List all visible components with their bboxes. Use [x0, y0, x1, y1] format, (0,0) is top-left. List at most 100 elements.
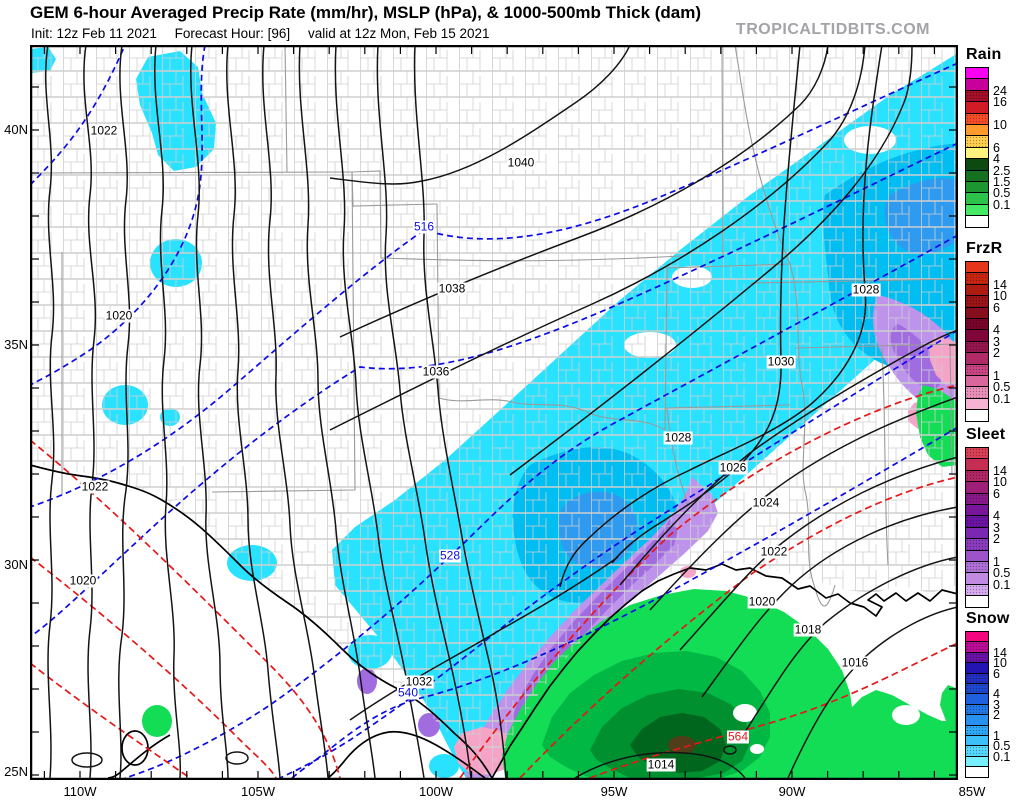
legend-cell	[966, 79, 988, 91]
legend-label: 0.1	[993, 197, 1011, 212]
forecast-hour: Forecast Hour: [96]	[174, 26, 291, 41]
forecast-map: 1022 1020 1022 1020 1040 1038 1036 1028 1030 1028…	[30, 45, 958, 780]
legend-cell	[966, 341, 988, 354]
legend-colorbar: 14 10 6 4 3 2 1 0.5 0.1	[965, 447, 1010, 609]
legend-label: 1.5	[993, 175, 1011, 189]
legend-cell	[966, 550, 988, 562]
legend-cell	[966, 459, 988, 471]
legend-cell	[966, 136, 988, 148]
legend-cell	[966, 652, 988, 664]
legend-label: 0.1	[993, 577, 1011, 592]
legend-colorbar: 24 16 10 6 4 2.5 1.5 0.5 0.1	[965, 67, 1010, 229]
lon-label-95W: 95W	[600, 784, 628, 799]
legend-cell	[966, 632, 988, 643]
thickness-contours-cold	[30, 45, 958, 779]
legend-sleet: Sleet 14 10 6 4 3 2 1 0.5 0.1	[965, 426, 1023, 609]
legend-cell	[966, 735, 988, 747]
lat-label-35N: 35N	[4, 337, 28, 352]
legend-cell	[966, 504, 988, 517]
legend-cell	[966, 756, 988, 768]
legend-cell	[966, 725, 988, 736]
valid-time: valid at 12z Mon, Feb 15 2021	[307, 26, 490, 41]
legend-cell	[966, 330, 988, 342]
legend-cell	[966, 642, 988, 653]
legend-cell	[966, 493, 988, 505]
legend-label: 2	[993, 346, 1000, 361]
legend-cell	[966, 448, 988, 460]
legend-cell	[966, 113, 988, 125]
legend-label: 0.1	[993, 749, 1011, 764]
legend-label: 3	[993, 334, 1000, 349]
legend-label: 0.5	[993, 739, 1011, 754]
legend-snow: Snow 14 10 6 4 3 2 1 0.5 0.1	[965, 610, 1023, 779]
lon-label-90W: 90W	[778, 784, 806, 799]
legend-cell	[966, 124, 988, 137]
legend-cell	[966, 90, 988, 103]
legend-cell	[966, 387, 988, 399]
lat-label-40N: 40N	[4, 122, 28, 137]
legend-label: 14	[993, 645, 1007, 660]
legend-cell	[966, 170, 988, 182]
legend-cell	[966, 159, 988, 171]
lon-label-100W: 100W	[419, 784, 453, 799]
legend-label: 10	[993, 475, 1007, 490]
legend-cell	[966, 539, 988, 551]
legend-label: 1	[993, 555, 1000, 569]
legend-cell	[966, 482, 988, 494]
map-subtitle: Init: 12z Feb 11 2021 Forecast Hour: [96…	[31, 26, 504, 41]
legend-cell	[966, 364, 988, 376]
legend-label: 1	[993, 369, 1000, 383]
legend-cell	[966, 596, 988, 608]
lon-label-105W: 105W	[241, 784, 275, 799]
legend-cell	[966, 284, 988, 297]
map-title: GEM 6-hour Averaged Precip Rate (mm/hr),…	[30, 3, 702, 22]
legend-cell	[966, 694, 988, 705]
legend-label: 4	[993, 687, 1000, 702]
legend-label: 4	[993, 152, 1000, 167]
legend-cell	[966, 746, 988, 757]
legend-label: 24	[993, 83, 1007, 98]
legend-cell	[966, 715, 988, 726]
legend-frzr: FrzR 14 10 6 4 3 2 1 0.5 0.1	[965, 240, 1023, 423]
legend-cell	[966, 398, 988, 411]
legend-cell	[966, 683, 988, 695]
graticule-ticks	[32, 47, 956, 778]
legend-label: 0.1	[993, 391, 1011, 406]
legend-label: 4	[993, 509, 1000, 524]
legend-cell	[966, 353, 988, 365]
legend-title-rain: Rain	[966, 46, 1002, 63]
state-borders	[30, 45, 958, 607]
legend-label: 4	[993, 323, 1000, 338]
legend-cell	[966, 204, 988, 217]
legend-cell	[966, 147, 988, 160]
legend-label: 14	[993, 463, 1007, 478]
legend-label: 10	[993, 656, 1007, 671]
site-watermark: TROPICALTIDBITS.COM	[735, 21, 930, 38]
legend-label: 14	[993, 277, 1007, 292]
legend-cell	[966, 767, 988, 778]
legend-label: 2.5	[993, 163, 1011, 178]
legend-cell	[966, 573, 988, 585]
legend-cell	[966, 296, 988, 308]
legend-label: 6	[993, 666, 1000, 681]
legend-label: 10	[993, 289, 1007, 304]
legend-label: 2	[993, 532, 1000, 547]
legend-cell	[966, 673, 988, 684]
legend-label: 10	[993, 118, 1007, 132]
lon-label-85W: 85W	[958, 784, 986, 799]
legend-label: 3	[993, 697, 1000, 712]
legend-label: 0.5	[993, 186, 1011, 201]
legend-colorbar: 14 10 6 4 3 2 1 0.5 0.1	[965, 261, 1010, 423]
legend-label: 6	[993, 486, 1000, 501]
map-frame	[30, 45, 958, 780]
legend-cell	[966, 193, 988, 205]
legend-cell	[966, 584, 988, 597]
legend-cell	[966, 410, 988, 422]
legend-label: 0.5	[993, 566, 1011, 581]
init-time: Init: 12z Feb 11 2021	[31, 26, 157, 41]
legend-label: 3	[993, 520, 1000, 535]
lon-label-110W: 110W	[63, 784, 97, 799]
legend-title-frzr: FrzR	[966, 240, 1003, 257]
legend-label: 1	[993, 729, 1000, 743]
legend-cell	[966, 216, 988, 228]
